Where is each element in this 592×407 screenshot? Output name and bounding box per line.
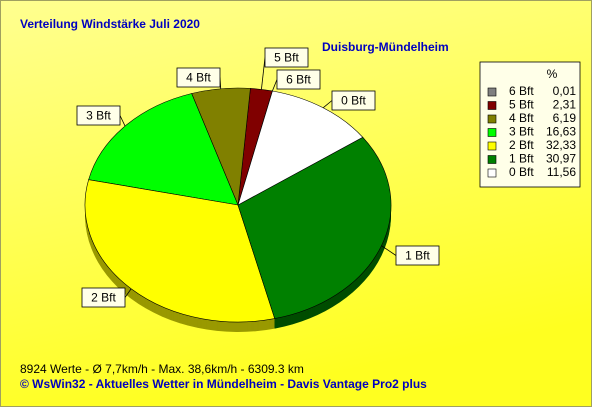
legend-swatch bbox=[487, 155, 497, 164]
slice-label: 6 Bft bbox=[286, 73, 311, 87]
label-box bbox=[81, 287, 126, 308]
slice-label: 5 Bft bbox=[274, 51, 299, 65]
legend-label: 0 Bft bbox=[509, 165, 534, 179]
legend-swatch bbox=[487, 101, 497, 110]
label-box bbox=[395, 245, 440, 266]
label-leader bbox=[271, 79, 278, 92]
legend-label: 1 Bft bbox=[509, 152, 534, 166]
slice-label: 0 Bft bbox=[341, 94, 366, 108]
label-box bbox=[276, 69, 321, 90]
legend-value: 16,63 bbox=[546, 125, 576, 139]
legend-header: % bbox=[547, 67, 558, 81]
legend-value: 30,97 bbox=[546, 152, 576, 166]
slice bbox=[237, 136, 392, 319]
label-box bbox=[76, 105, 121, 126]
legend-label: 4 Bft bbox=[509, 111, 534, 125]
slice bbox=[88, 93, 239, 206]
legend-value: 2,31 bbox=[553, 98, 577, 112]
label-box bbox=[264, 47, 309, 68]
legend-value: 32,33 bbox=[546, 138, 576, 152]
chart-subtitle: Duisburg-Mündelheim bbox=[322, 40, 449, 54]
label-leader bbox=[322, 100, 333, 109]
label-leader bbox=[381, 245, 397, 256]
legend-value: 6,19 bbox=[553, 111, 577, 125]
legend-swatch bbox=[487, 114, 497, 124]
legend-label: 6 Bft bbox=[509, 84, 534, 98]
slice-label: 1 Bft bbox=[405, 249, 430, 263]
legend-swatch bbox=[487, 168, 497, 178]
legend-box bbox=[479, 61, 581, 188]
legend-swatch bbox=[487, 128, 497, 137]
label-box bbox=[331, 90, 376, 111]
slice-label: 3 Bft bbox=[86, 109, 111, 123]
label-leader bbox=[119, 115, 126, 127]
credit: © WsWin32 - Aktuelles Wetter in Mündelhe… bbox=[20, 377, 427, 391]
slice bbox=[237, 90, 364, 206]
footer: 8924 Werte - Ø 7,7km/h - Max. 38,6km/h -… bbox=[20, 362, 304, 376]
legend-swatch bbox=[487, 141, 497, 151]
label-leader bbox=[261, 57, 266, 90]
legend-value: 11,56 bbox=[547, 165, 576, 179]
chart-title: Verteilung Windstärke Juli 2020 bbox=[20, 17, 200, 31]
legend-value: 0,01 bbox=[553, 84, 577, 98]
legend-label: 5 Bft bbox=[509, 98, 534, 112]
slice bbox=[84, 179, 276, 323]
legend-label: 3 Bft bbox=[509, 125, 534, 139]
label-box bbox=[176, 67, 221, 88]
legend-swatch bbox=[487, 87, 497, 97]
slice-label: 2 Bft bbox=[91, 291, 116, 305]
label-leader bbox=[124, 288, 132, 298]
slice-label: 4 Bft bbox=[186, 71, 211, 85]
legend-label: 2 Bft bbox=[509, 138, 534, 152]
